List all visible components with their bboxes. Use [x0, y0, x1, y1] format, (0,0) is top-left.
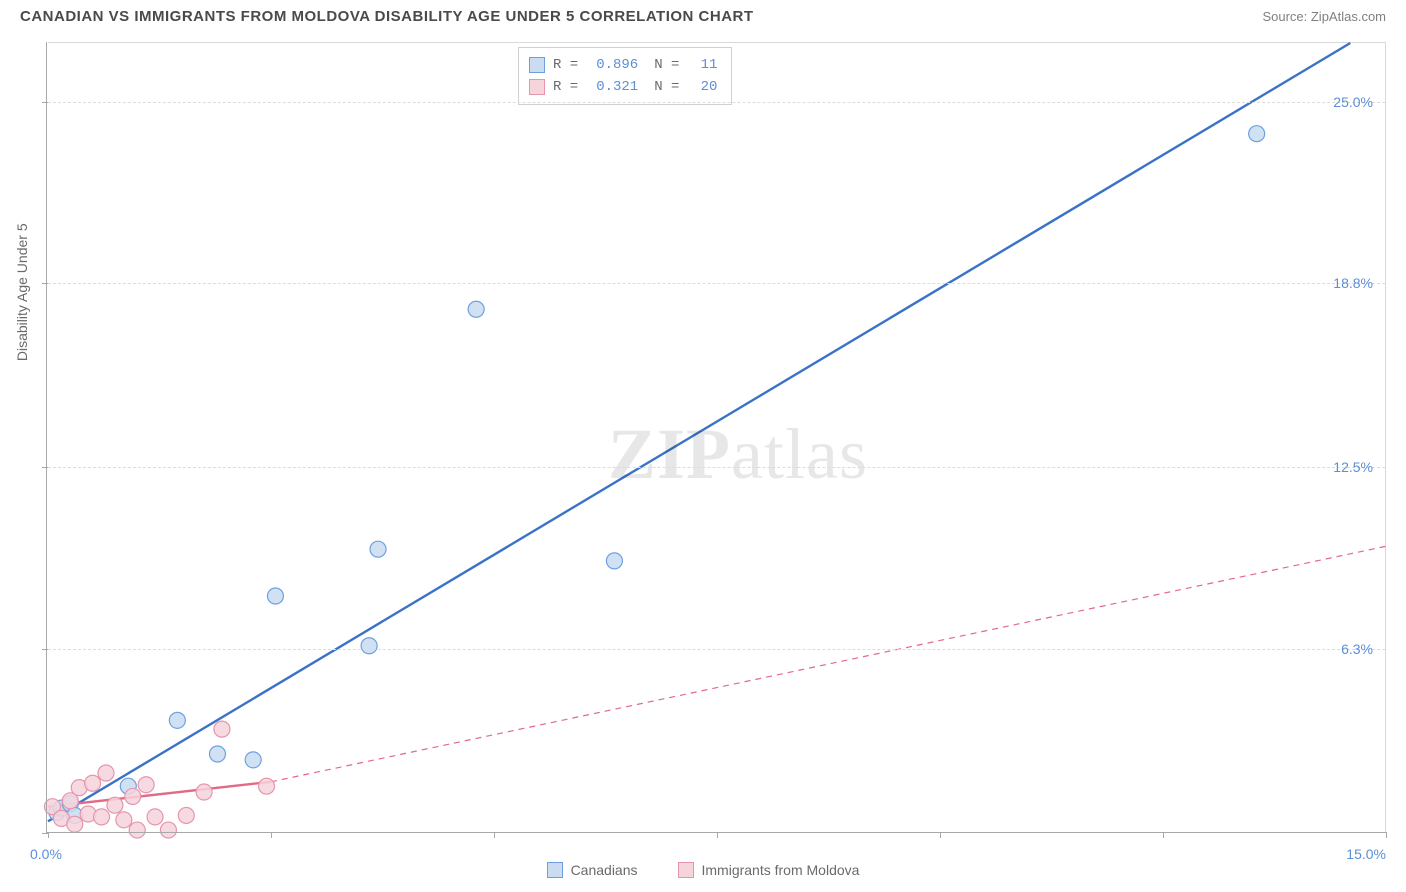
- legend-swatch: [547, 862, 563, 878]
- trend-line: [271, 546, 1386, 782]
- n-label: N =: [654, 76, 679, 98]
- y-axis-title: Disability Age Under 5: [14, 223, 30, 361]
- data-point: [67, 816, 83, 832]
- x-tick-mark: [940, 832, 941, 838]
- chart-plot-area: ZIPatlas R =0.896N =11R =0.321N =20 6.3%…: [48, 42, 1386, 832]
- data-point: [125, 788, 141, 804]
- x-tick-mark: [717, 832, 718, 838]
- data-point: [94, 809, 110, 825]
- grid-line: [48, 467, 1385, 468]
- r-label: R =: [553, 54, 578, 76]
- x-tick-mark: [1163, 832, 1164, 838]
- legend-swatch: [529, 79, 545, 95]
- legend-swatch: [678, 862, 694, 878]
- data-point: [169, 712, 185, 728]
- chart-header: CANADIAN VS IMMIGRANTS FROM MOLDOVA DISA…: [0, 0, 1406, 31]
- n-label: N =: [654, 54, 679, 76]
- stats-row: R = 0.896 N = 11: [529, 54, 717, 76]
- data-point: [245, 752, 261, 768]
- data-point: [129, 822, 145, 838]
- y-tick-mark: [42, 467, 48, 468]
- chart-svg: [48, 43, 1385, 832]
- data-point: [468, 301, 484, 317]
- y-tick-label: 25.0%: [1333, 94, 1373, 110]
- data-point: [116, 812, 132, 828]
- x-tick-mark: [48, 832, 49, 838]
- grid-line: [48, 102, 1385, 103]
- data-point: [147, 809, 163, 825]
- grid-line: [48, 649, 1385, 650]
- x-axis-line: [46, 832, 1386, 833]
- y-axis-line: [46, 42, 47, 832]
- data-point: [85, 775, 101, 791]
- data-point: [214, 721, 230, 737]
- data-point: [107, 797, 123, 813]
- data-point: [370, 541, 386, 557]
- trend-line: [48, 43, 1350, 821]
- source-attribution: Source: ZipAtlas.com: [1262, 9, 1386, 24]
- r-value: 0.321: [586, 76, 638, 98]
- data-point: [138, 777, 154, 793]
- correlation-stats-box: R = 0.896 N = 11 R = 0.321 N = 20: [518, 47, 732, 105]
- x-tick-mark: [271, 832, 272, 838]
- chart-legend: Canadians Immigrants from Moldova: [0, 862, 1406, 878]
- x-axis-min-label: 0.0%: [30, 846, 62, 862]
- data-point: [196, 784, 212, 800]
- r-label: R =: [553, 76, 578, 98]
- y-tick-mark: [42, 283, 48, 284]
- data-point: [178, 807, 194, 823]
- data-point: [606, 553, 622, 569]
- legend-item: Canadians: [547, 862, 638, 878]
- n-value: 20: [687, 76, 717, 98]
- legend-swatch: [529, 57, 545, 73]
- data-point: [209, 746, 225, 762]
- legend-item: Immigrants from Moldova: [678, 862, 860, 878]
- grid-line: [48, 283, 1385, 284]
- x-tick-mark: [494, 832, 495, 838]
- data-point: [267, 588, 283, 604]
- chart-title: CANADIAN VS IMMIGRANTS FROM MOLDOVA DISA…: [20, 8, 754, 25]
- data-point: [1249, 126, 1265, 142]
- data-point: [160, 822, 176, 838]
- stats-row: R = 0.321 N = 20: [529, 76, 717, 98]
- x-tick-mark: [1386, 832, 1387, 838]
- y-tick-label: 12.5%: [1333, 459, 1373, 475]
- y-tick-mark: [42, 102, 48, 103]
- n-value: 11: [687, 54, 717, 76]
- y-tick-label: 18.8%: [1333, 275, 1373, 291]
- y-tick-label: 6.3%: [1341, 641, 1373, 657]
- legend-label: Immigrants from Moldova: [702, 862, 860, 878]
- data-point: [361, 638, 377, 654]
- data-point: [259, 778, 275, 794]
- legend-label: Canadians: [571, 862, 638, 878]
- r-value: 0.896: [586, 54, 638, 76]
- y-tick-mark: [42, 649, 48, 650]
- data-point: [98, 765, 114, 781]
- x-axis-max-label: 15.0%: [1346, 846, 1386, 862]
